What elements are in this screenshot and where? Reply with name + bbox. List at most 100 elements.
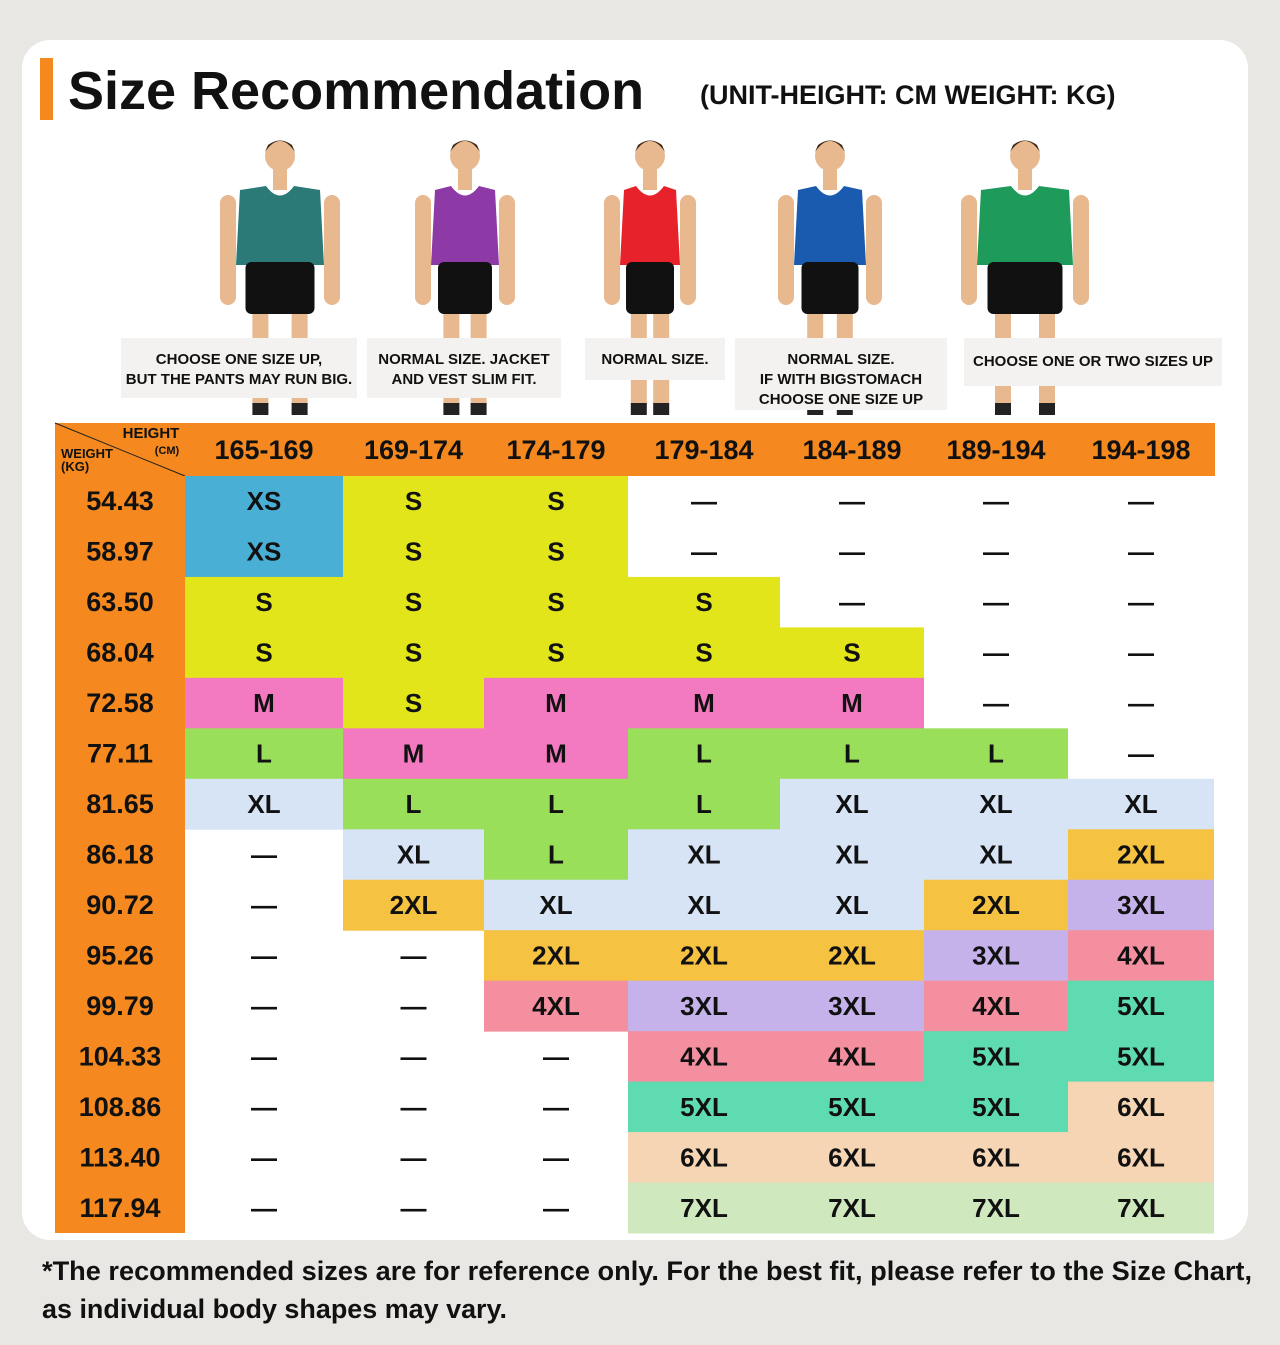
note-box — [585, 338, 725, 380]
cell: — — [691, 537, 717, 567]
shorts — [801, 262, 859, 314]
cell-bg — [780, 1132, 924, 1184]
cell: — — [251, 940, 277, 970]
cell: 4XL — [828, 1041, 876, 1071]
cell-bg — [628, 980, 780, 1032]
note-box — [121, 338, 357, 398]
cell-bg — [780, 879, 924, 931]
footnote: as individual body shapes may vary. — [42, 1294, 507, 1324]
cell-bg — [924, 980, 1068, 1032]
tank — [794, 186, 866, 265]
cell: — — [983, 688, 1009, 718]
arm — [220, 195, 236, 305]
cell: XL — [835, 789, 868, 819]
row-header: 95.26 — [86, 940, 154, 970]
cell: — — [251, 1041, 277, 1071]
weight-column — [55, 476, 185, 1233]
cell-bg — [484, 728, 628, 780]
note-text: CHOOSE ONE SIZE UP, — [156, 351, 322, 368]
cell-bg — [1068, 1132, 1214, 1184]
cell: 2XL — [1117, 840, 1165, 870]
cell-bg — [185, 677, 343, 729]
hair — [450, 140, 480, 152]
column-header: 174-179 — [506, 435, 605, 465]
cell: — — [251, 991, 277, 1021]
cell: XS — [247, 486, 282, 516]
arm — [604, 195, 620, 305]
cell-bg — [628, 576, 780, 628]
cell-bg — [185, 476, 343, 527]
cell: L — [696, 739, 712, 769]
cell: XL — [1124, 789, 1157, 819]
cell: 5XL — [680, 1092, 728, 1122]
column-header: 189-194 — [946, 435, 1045, 465]
cell: M — [693, 688, 715, 718]
cell-bg — [343, 677, 484, 729]
cell: 5XL — [972, 1041, 1020, 1071]
hair — [815, 140, 845, 152]
cell-bg — [628, 1132, 780, 1184]
cell: XL — [687, 890, 720, 920]
foot — [470, 403, 487, 415]
tank — [431, 186, 499, 265]
cell: 5XL — [828, 1092, 876, 1122]
cell: XL — [247, 789, 280, 819]
cell-bg — [1068, 879, 1214, 931]
cell: — — [1128, 537, 1154, 567]
cell-bg — [185, 576, 343, 628]
cell-bg — [185, 627, 343, 679]
cell: — — [251, 1193, 277, 1223]
corner-label: (KG) — [61, 459, 89, 474]
cell: XL — [687, 840, 720, 870]
neck — [823, 168, 837, 190]
neck — [1018, 168, 1032, 190]
neck — [273, 168, 287, 190]
cell: — — [983, 638, 1009, 668]
tank — [977, 186, 1073, 265]
cell: 3XL — [1117, 890, 1165, 920]
cell: S — [405, 587, 422, 617]
cell: XL — [979, 840, 1012, 870]
cell-bg — [343, 728, 484, 780]
row-header: 104.33 — [79, 1041, 162, 1071]
cell-bg — [780, 1182, 924, 1234]
cell: — — [251, 1092, 277, 1122]
cell-bg — [924, 1031, 1068, 1083]
cell-bg — [628, 1031, 780, 1083]
cell: 2XL — [680, 940, 728, 970]
cell: M — [403, 739, 425, 769]
cell-bg — [780, 980, 924, 1032]
cell: 6XL — [828, 1142, 876, 1172]
cell: 7XL — [1117, 1193, 1165, 1223]
note-text: AND VEST SLIM FIT. — [391, 371, 536, 388]
cell-bg — [924, 728, 1068, 780]
cell-bg — [628, 879, 780, 931]
cell: S — [547, 486, 564, 516]
cell: S — [547, 638, 564, 668]
cell: XL — [539, 890, 572, 920]
cell-bg — [1068, 829, 1214, 881]
column-header: 194-198 — [1091, 435, 1190, 465]
cell: S — [695, 587, 712, 617]
arm — [680, 195, 696, 305]
cell-bg — [628, 930, 780, 982]
cell-bg — [780, 677, 924, 729]
cell: 4XL — [680, 1041, 728, 1071]
cell: — — [251, 1142, 277, 1172]
column-header: 169-174 — [364, 435, 463, 465]
cell: L — [696, 789, 712, 819]
cell-bg — [343, 576, 484, 628]
cell-bg — [924, 778, 1068, 830]
cell: 4XL — [1117, 940, 1165, 970]
tank — [620, 186, 680, 265]
cell: S — [405, 688, 422, 718]
cell: 4XL — [532, 991, 580, 1021]
shorts — [438, 262, 492, 314]
corner-label: HEIGHT — [123, 425, 180, 442]
cell-bg — [185, 728, 343, 780]
cell: — — [839, 587, 865, 617]
cell-bg — [628, 1081, 780, 1133]
cell-bg — [185, 526, 343, 578]
cell: L — [406, 789, 422, 819]
cell-bg — [924, 1081, 1068, 1133]
